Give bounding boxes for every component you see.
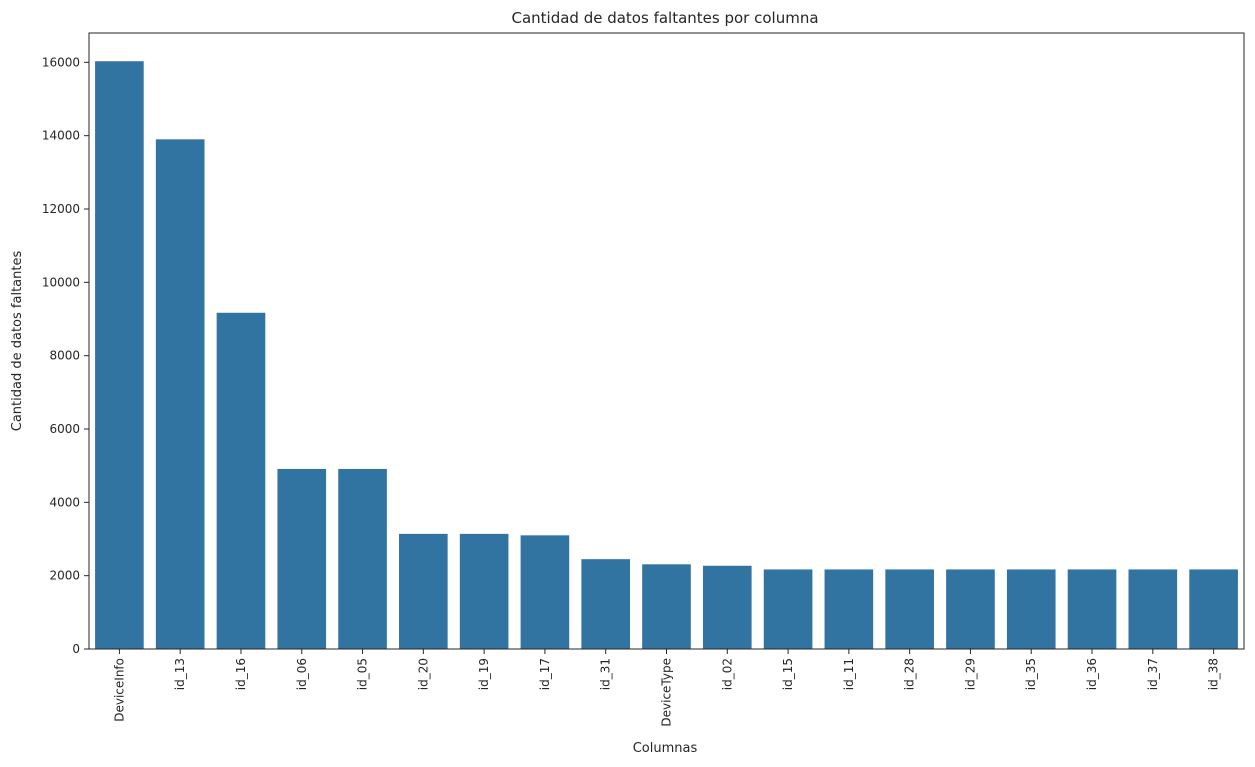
bar-id_11 xyxy=(824,569,874,649)
x-tick-label: id_15 xyxy=(781,658,795,690)
bar-id_06 xyxy=(277,468,327,649)
bar-id_37 xyxy=(1128,569,1178,649)
x-tick-label: id_36 xyxy=(1085,658,1099,690)
y-tick-label: 0 xyxy=(72,642,80,656)
x-tick-label: DeviceInfo xyxy=(112,658,126,722)
x-tick-label: id_02 xyxy=(720,658,734,690)
x-tick-label: id_13 xyxy=(173,658,187,690)
bar-id_17 xyxy=(520,535,570,649)
x-tick-label: id_35 xyxy=(1024,658,1038,690)
x-tick-label: id_20 xyxy=(416,658,430,690)
y-tick-label: 14000 xyxy=(42,129,80,143)
x-tick-label: id_05 xyxy=(356,658,370,690)
x-tick-label: id_06 xyxy=(295,658,309,690)
x-tick-label: id_17 xyxy=(538,658,552,690)
bar-id_35 xyxy=(1006,569,1056,649)
bar-id_31 xyxy=(581,559,631,649)
y-tick-label: 12000 xyxy=(42,202,80,216)
bars-group xyxy=(95,61,1238,650)
bar-id_20 xyxy=(399,533,448,649)
bar-id_02 xyxy=(702,565,752,649)
x-tick-label: id_29 xyxy=(963,658,977,690)
bar-DeviceType xyxy=(642,564,691,649)
y-tick-label: 8000 xyxy=(49,349,80,363)
bar-DeviceInfo xyxy=(95,61,144,649)
bar-id_13 xyxy=(155,139,205,650)
x-tick-label: id_37 xyxy=(1146,658,1160,690)
chart-title: Cantidad de datos faltantes por columna xyxy=(511,9,818,27)
y-tick-label: 10000 xyxy=(42,275,80,289)
y-tick-label: 2000 xyxy=(49,569,80,583)
x-axis: DeviceInfo id_13 id_16 id_06 id_05 id_20 id_19… xyxy=(112,649,1221,727)
bar-id_16 xyxy=(216,312,266,649)
x-tick-label: id_31 xyxy=(599,658,613,690)
x-tick-label: id_16 xyxy=(234,658,248,690)
y-tick-label: 16000 xyxy=(42,55,80,69)
y-axis: 0 2000 4000 6000 8000 10000 12000 14000 16000 xyxy=(42,55,89,656)
y-tick-label: 6000 xyxy=(49,422,80,436)
bar-id_15 xyxy=(763,569,813,649)
x-tick-label: id_11 xyxy=(842,658,856,690)
bar-id_36 xyxy=(1067,569,1117,649)
bar-id_28 xyxy=(885,569,934,649)
x-tick-label: id_38 xyxy=(1207,658,1221,690)
bar-id_05 xyxy=(338,468,387,649)
bar-id_19 xyxy=(459,533,509,649)
bar-id_38 xyxy=(1189,569,1238,649)
x-axis-title: Columnas xyxy=(633,741,698,756)
y-tick-label: 4000 xyxy=(49,495,80,509)
x-tick-label: id_28 xyxy=(903,658,917,690)
x-tick-label: id_19 xyxy=(477,658,491,690)
y-axis-title: Cantidad de datos faltantes xyxy=(10,251,25,432)
x-tick-label: DeviceType xyxy=(660,658,674,727)
bar-id_29 xyxy=(946,569,995,649)
